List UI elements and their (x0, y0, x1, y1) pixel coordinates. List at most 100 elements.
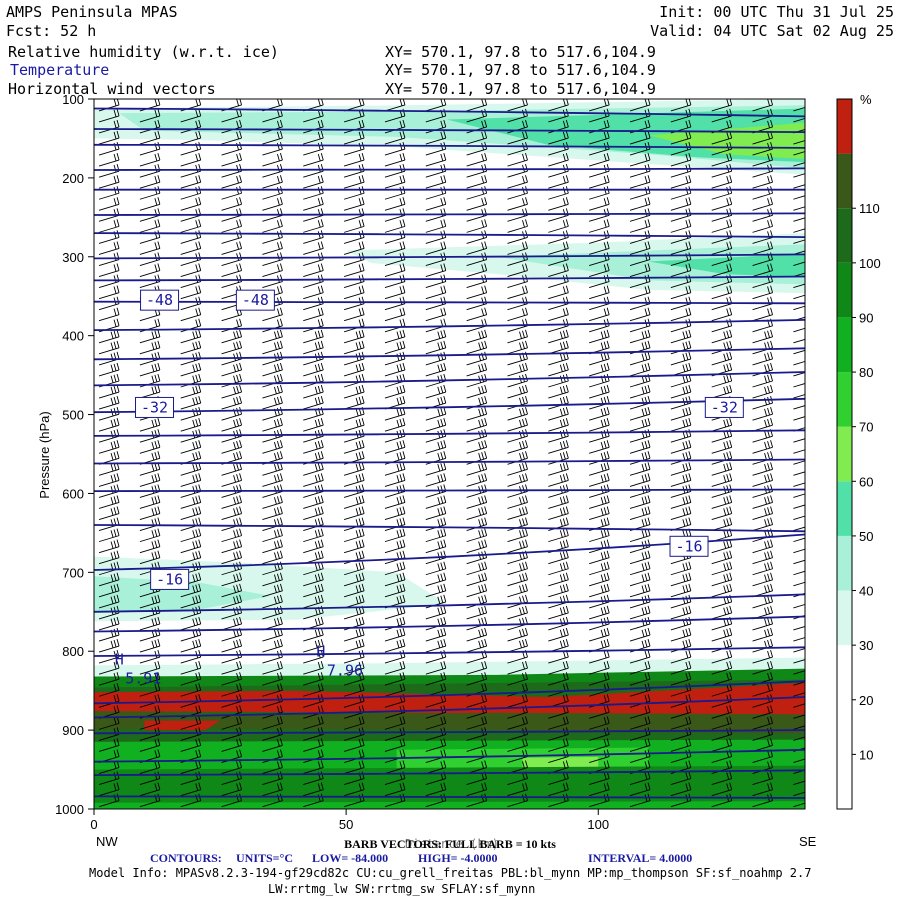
wind-barb (384, 738, 406, 752)
wind-barb (139, 130, 161, 145)
wind-barb (752, 462, 773, 476)
wind-barb (425, 285, 447, 300)
wind-barb (425, 672, 447, 686)
wind-barb (793, 342, 805, 355)
wind-barb (793, 106, 805, 112)
wind-barb (262, 329, 283, 344)
wind-barb (589, 716, 610, 730)
wind-barb (629, 561, 651, 576)
wind-barb (629, 119, 651, 134)
wind-barb (262, 263, 283, 277)
wind-barb (98, 362, 120, 377)
wind-barb (507, 716, 528, 730)
field-xy-rh: XY= 570.1, 97.8 to 517.6,104.9 (385, 43, 656, 61)
wind-barb (629, 152, 651, 167)
wind-barb (793, 261, 805, 266)
wind-barb (629, 771, 651, 786)
wind-barb (98, 473, 120, 487)
wind-barb (507, 495, 528, 509)
wind-barb (507, 506, 528, 520)
wind-barb (589, 738, 610, 752)
wind-barb (507, 130, 528, 145)
y-tick-label: 500 (62, 408, 84, 423)
wind-barb (793, 802, 805, 808)
wind-barb (343, 716, 365, 730)
wind-barb (425, 362, 447, 377)
wind-barb (629, 738, 651, 752)
wind-barb (793, 530, 805, 543)
wind-barb (139, 197, 161, 211)
wind-barb (711, 473, 733, 487)
wind-barb (180, 329, 202, 344)
wind-barb (303, 594, 324, 609)
wind-barb (343, 362, 365, 377)
wind-barb (589, 219, 610, 233)
wind-barb (548, 307, 569, 322)
wind-barb (425, 506, 447, 520)
wind-barb (466, 495, 488, 509)
wind-barb (343, 539, 365, 554)
wind-barb (384, 672, 406, 686)
wind-barb (98, 197, 120, 211)
wind-barb (507, 329, 528, 344)
wind-barb (711, 561, 733, 576)
wind-barb (221, 782, 243, 797)
wind-barb (466, 572, 488, 587)
wind-barb (670, 738, 692, 752)
wind-barb (180, 495, 202, 509)
wind-barb (303, 683, 324, 697)
wind-barb (793, 431, 805, 443)
wind-barb (425, 307, 447, 322)
colorbar-swatch (837, 99, 852, 154)
temperature-contour-line (94, 615, 805, 633)
wind-barb (507, 473, 528, 487)
wind-barb (303, 539, 324, 554)
wind-barb (548, 285, 569, 300)
wind-barb (752, 506, 773, 520)
wind-barb (262, 418, 283, 432)
y-tick-label: 900 (62, 723, 84, 738)
wind-barb (180, 263, 202, 277)
wind-barb (425, 219, 447, 233)
wind-barb (752, 550, 773, 565)
wind-barb (752, 307, 773, 322)
colorbar-swatch (837, 317, 852, 373)
temperature-contour-line (94, 646, 805, 657)
temperature-contour-line (94, 748, 805, 763)
wind-barb (343, 263, 365, 277)
wind-barb (752, 384, 773, 399)
colorbar-label: 30 (859, 638, 873, 653)
wind-barb (793, 206, 805, 211)
wind-barb (507, 672, 528, 686)
wind-barb (629, 705, 651, 719)
wind-barb (793, 272, 805, 277)
wind-barb (548, 473, 569, 487)
wind-barb (139, 506, 161, 520)
wind-barb (711, 440, 733, 454)
field-xy-wind: XY= 570.1, 97.8 to 517.6,104.9 (385, 80, 656, 98)
wind-barb (711, 672, 733, 686)
wind-barb (262, 661, 283, 675)
wind-barb (711, 175, 733, 189)
wind-barb (262, 672, 283, 686)
wind-barb (711, 241, 733, 255)
wind-barb (343, 384, 365, 399)
wind-barb (589, 627, 610, 642)
y-tick-label: 800 (62, 644, 84, 659)
wind-barb (139, 661, 161, 675)
wind-barb (670, 241, 692, 255)
model-info: Model Info: MPASv8.2.3-194-gf29cd82c CU:… (89, 866, 811, 880)
wind-barb (629, 605, 651, 620)
wind-barb (793, 758, 805, 763)
temperature-contour-line (94, 232, 805, 238)
wind-barb (221, 638, 243, 653)
wind-barb (139, 782, 161, 797)
y-tick-label: 200 (62, 171, 84, 186)
wind-barb (752, 627, 773, 642)
wind-barb (752, 572, 773, 587)
wind-barb (425, 539, 447, 554)
wind-barb (303, 760, 324, 774)
wind-barb (98, 241, 120, 255)
wind-barb (221, 152, 243, 167)
wind-barb (425, 152, 447, 167)
